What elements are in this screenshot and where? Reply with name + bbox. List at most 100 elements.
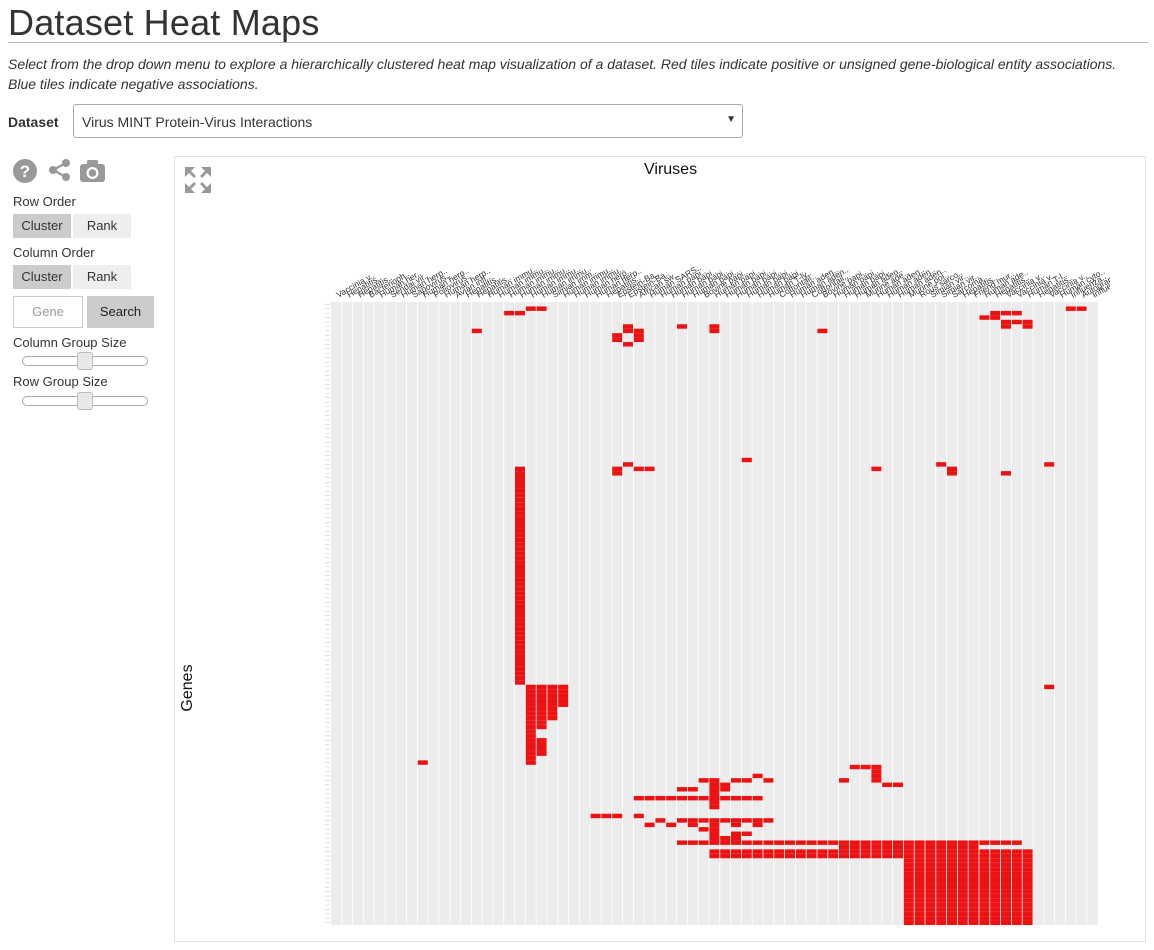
heatmap-cell[interactable] — [1022, 907, 1033, 912]
heatmap-cell[interactable] — [536, 747, 547, 752]
heatmap-cell[interactable] — [903, 867, 914, 872]
slider-handle[interactable] — [77, 352, 93, 370]
heatmap-cell[interactable] — [1022, 898, 1033, 903]
heatmap-cell[interactable] — [1011, 880, 1022, 885]
heatmap-cell[interactable] — [1001, 898, 1011, 903]
heatmap-cell[interactable] — [979, 849, 990, 854]
heatmap-cell[interactable] — [698, 818, 709, 823]
heatmap-cell[interactable] — [558, 689, 569, 694]
heatmap-cell[interactable] — [515, 671, 525, 676]
heatmap-cell[interactable] — [709, 853, 720, 859]
heatmap-cell[interactable] — [849, 849, 860, 854]
heatmap-cell[interactable] — [731, 822, 741, 828]
heatmap-cell[interactable] — [990, 889, 1001, 894]
heatmap-cell[interactable] — [763, 818, 774, 823]
heatmap-cell[interactable] — [741, 778, 752, 783]
heatmap-cell[interactable] — [623, 342, 633, 347]
heatmap-cell[interactable] — [1011, 867, 1022, 872]
share-icon[interactable] — [48, 158, 72, 182]
heatmap-cell[interactable] — [947, 867, 957, 872]
heatmap-cell[interactable] — [990, 920, 1001, 925]
heatmap-cell[interactable] — [1022, 867, 1033, 872]
heatmap-cell[interactable] — [914, 911, 925, 917]
heatmap-cell[interactable] — [925, 840, 936, 845]
heatmap-cell[interactable] — [936, 898, 947, 903]
column-order-rank-button[interactable]: Rank — [73, 265, 131, 289]
heatmap-cell[interactable] — [957, 871, 968, 877]
heatmap-cell[interactable] — [1011, 893, 1022, 899]
heatmap-cell[interactable] — [741, 853, 752, 859]
heatmap-cell[interactable] — [1022, 920, 1033, 925]
heatmap-cell[interactable] — [936, 871, 947, 877]
heatmap-cell[interactable] — [968, 876, 979, 881]
heatmap-cell[interactable] — [957, 902, 968, 908]
heatmap-cell[interactable] — [709, 791, 720, 796]
expand-icon[interactable] — [184, 166, 212, 194]
heatmap-cell[interactable] — [925, 907, 936, 912]
heatmap-cell[interactable] — [515, 480, 525, 485]
heatmap-cell[interactable] — [936, 884, 947, 890]
heatmap-cell[interactable] — [968, 893, 979, 899]
heatmap-cell[interactable] — [947, 876, 957, 881]
heatmap-cell[interactable] — [968, 849, 979, 854]
heatmap-cell[interactable] — [903, 876, 914, 881]
heatmap-cell[interactable] — [925, 880, 936, 885]
heatmap-cell[interactable] — [536, 702, 547, 707]
heatmap-cell[interactable] — [914, 898, 925, 903]
heatmap-cell[interactable] — [925, 916, 936, 921]
heatmap-cell[interactable] — [1022, 916, 1033, 921]
heatmap-cell[interactable] — [968, 920, 979, 925]
heatmap-cell[interactable] — [990, 898, 1001, 903]
heatmap-cell[interactable] — [914, 889, 925, 894]
heatmap-cell[interactable] — [957, 916, 968, 921]
heatmap-cell[interactable] — [731, 818, 741, 823]
heatmap-cell[interactable] — [731, 836, 741, 841]
heatmap-cell[interactable] — [525, 689, 536, 694]
heatmap-cell[interactable] — [849, 764, 860, 770]
heatmap-cell[interactable] — [687, 795, 698, 801]
heatmap-cell[interactable] — [677, 840, 687, 845]
heatmap-cell[interactable] — [903, 871, 914, 877]
heatmap-cell[interactable] — [515, 609, 525, 614]
heatmap-cell[interactable] — [1011, 862, 1022, 868]
heatmap-cell[interactable] — [914, 880, 925, 885]
heatmap-cell[interactable] — [957, 889, 968, 894]
heatmap-cell[interactable] — [936, 916, 947, 921]
heatmap-cell[interactable] — [968, 867, 979, 872]
heatmap-cell[interactable] — [990, 853, 1001, 859]
heatmap-cell[interactable] — [1022, 858, 1033, 863]
heatmap-cell[interactable] — [817, 328, 828, 334]
heatmap-cell[interactable] — [731, 849, 741, 854]
heatmap-cell[interactable] — [515, 591, 525, 596]
heatmap-cell[interactable] — [990, 902, 1001, 908]
heatmap-cell[interactable] — [979, 884, 990, 890]
heatmap-cell[interactable] — [515, 488, 525, 494]
heatmap-cell[interactable] — [968, 840, 979, 845]
heatmap-cell[interactable] — [979, 898, 990, 903]
heatmap-cell[interactable] — [968, 916, 979, 921]
heatmap-cell[interactable] — [1022, 893, 1033, 899]
heatmap-cell[interactable] — [590, 813, 601, 819]
heatmap-cell[interactable] — [1011, 871, 1022, 877]
heatmap-cell[interactable] — [515, 666, 525, 672]
heatmap-cell[interactable] — [903, 889, 914, 894]
heatmap-cell[interactable] — [947, 907, 957, 912]
heatmap-cell[interactable] — [979, 876, 990, 881]
heatmap-cell[interactable] — [515, 497, 525, 503]
heatmap-cell[interactable] — [925, 853, 936, 859]
heatmap-cell[interactable] — [752, 853, 763, 859]
heatmap-cell[interactable] — [785, 853, 795, 859]
heatmap-cell[interactable] — [947, 844, 957, 850]
heatmap-cell[interactable] — [968, 844, 979, 850]
heatmap-cell[interactable] — [698, 795, 709, 801]
heatmap-cell[interactable] — [795, 853, 806, 859]
heatmap-cell[interactable] — [947, 858, 957, 863]
heatmap-cell[interactable] — [839, 853, 849, 859]
heatmap-cell[interactable] — [720, 787, 731, 792]
heatmap-cell[interactable] — [741, 831, 752, 836]
heatmap-cell[interactable] — [1022, 853, 1033, 859]
heatmap-cell[interactable] — [709, 324, 720, 329]
heatmap-cell[interactable] — [947, 880, 957, 885]
heatmap-cell[interactable] — [936, 907, 947, 912]
heatmap-cell[interactable] — [558, 702, 569, 707]
